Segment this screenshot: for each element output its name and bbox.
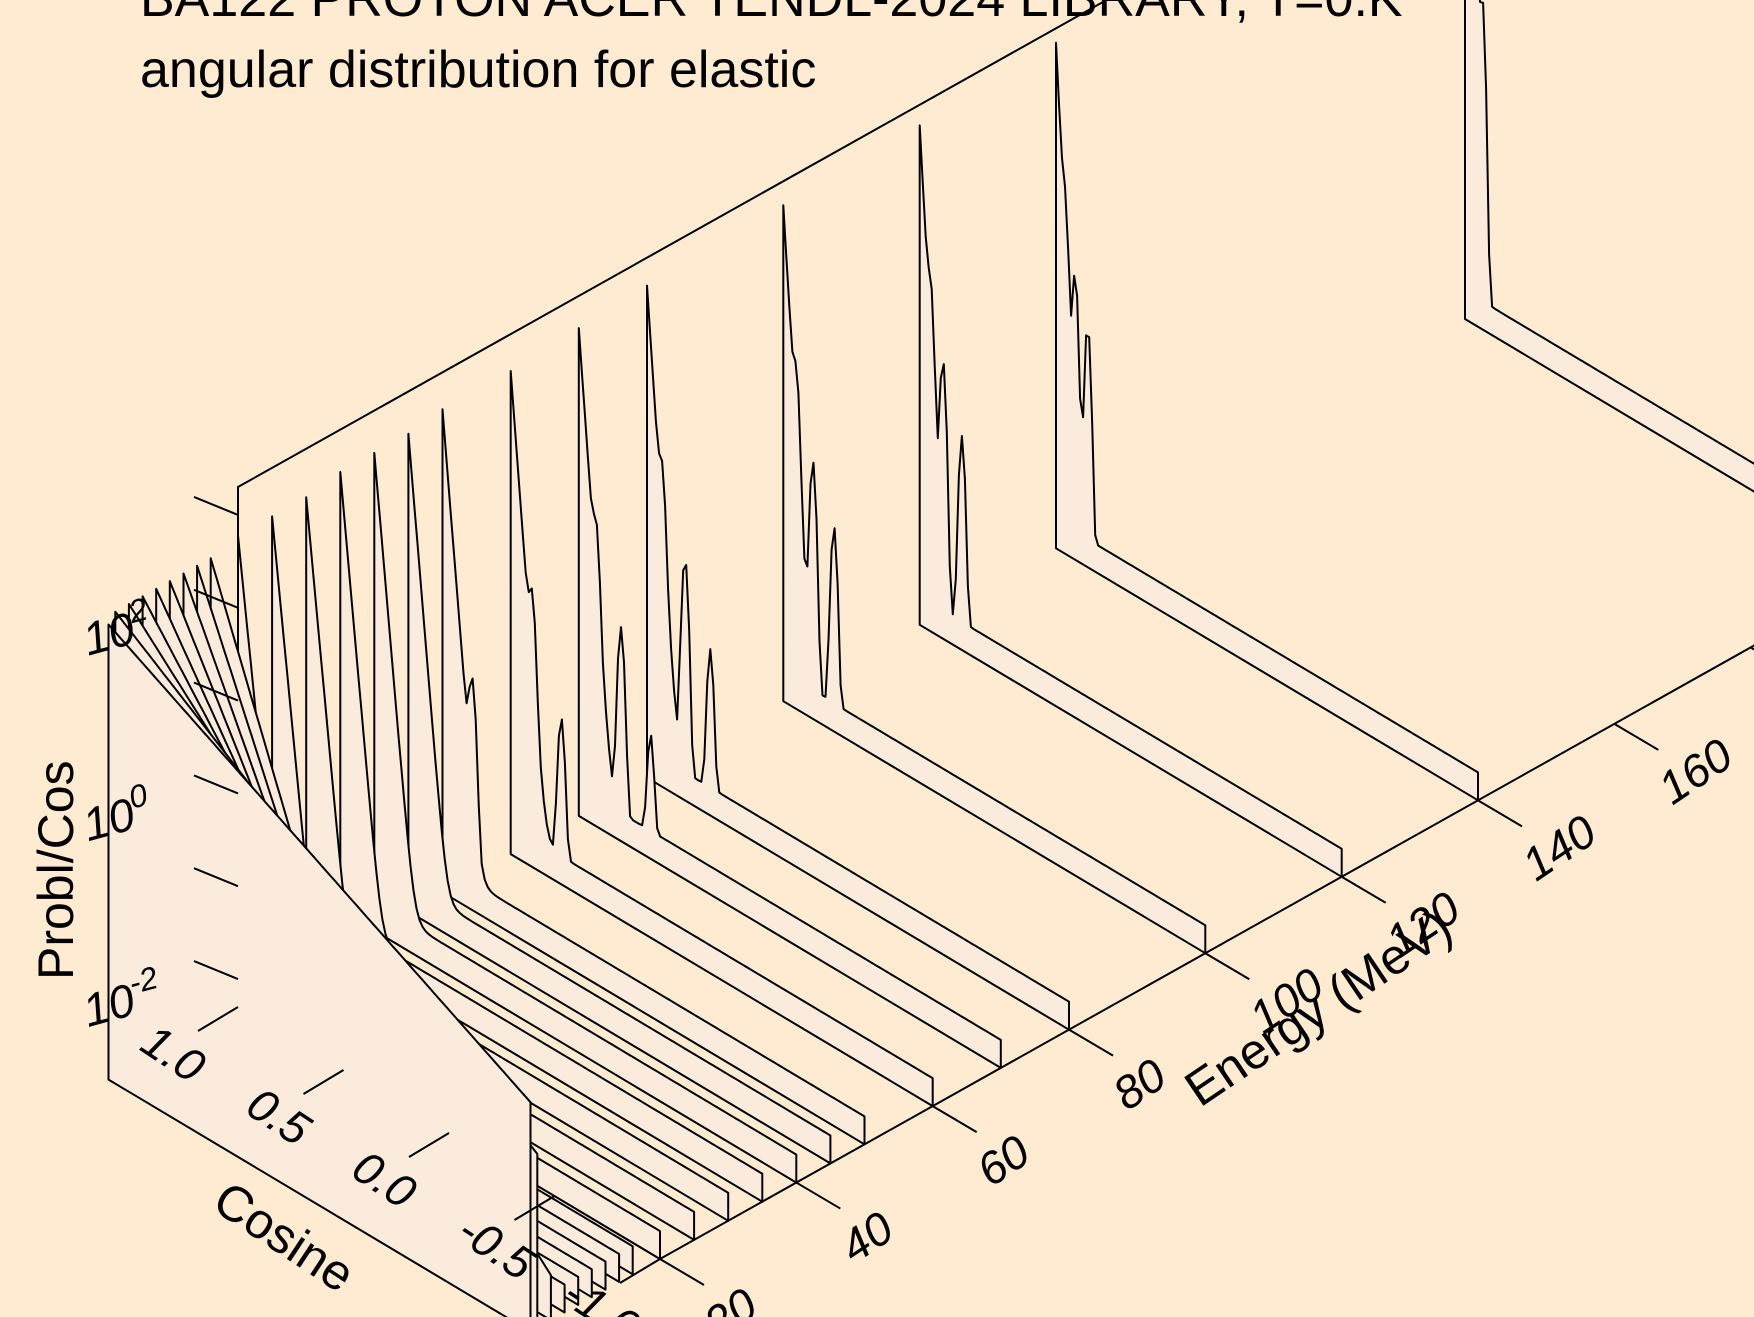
series-curve-50 xyxy=(441,408,866,1146)
series-curve-100 xyxy=(782,204,1207,955)
y-tick-5 xyxy=(1341,875,1387,904)
x-tick-3 xyxy=(513,1195,556,1221)
y-tick-3 xyxy=(1068,1028,1114,1057)
y-axis-label: Energy (MeV) xyxy=(1175,898,1462,1117)
x-tick-1 xyxy=(302,1069,345,1095)
series-curve-45 xyxy=(407,432,832,1165)
y-tick-0 xyxy=(659,1258,705,1286)
series-curve-200 xyxy=(1464,0,1754,493)
z-tick-3 xyxy=(193,681,239,702)
y-tick-6 xyxy=(1477,799,1523,828)
chart-subtitle: angular distribution for elastic xyxy=(140,41,816,99)
z-tick-0 xyxy=(193,960,239,980)
y-tick-label-0: 20 xyxy=(694,1277,767,1317)
y-tick-label-7: 160 xyxy=(1649,728,1742,814)
series-curves xyxy=(107,0,1754,1317)
z-tick-5 xyxy=(193,496,239,516)
series-curve-140 xyxy=(1055,41,1479,802)
z-tick-2 xyxy=(193,774,239,795)
series-curve-80 xyxy=(646,284,1070,1031)
y-tick-label-3: 80 xyxy=(1104,1048,1176,1120)
z-axis-label: Probl/Cos xyxy=(28,760,84,980)
y-tick-4 xyxy=(1204,952,1250,981)
y-tick-label-6: 140 xyxy=(1513,804,1606,890)
x-tick-0 xyxy=(197,1006,239,1032)
y-tick-label-1: 40 xyxy=(831,1201,903,1273)
z-tick-1 xyxy=(193,867,239,888)
series-curve-60 xyxy=(509,370,934,1108)
y-tick-1 xyxy=(795,1181,841,1210)
series-curve-70 xyxy=(577,327,1002,1069)
series-curve-120 xyxy=(918,124,1343,878)
x-tick-4 xyxy=(619,1258,661,1284)
y-tick-7 xyxy=(1613,723,1659,751)
chart-title: BA122 PROTON ACER TENDL-2024 LIBRARY, T=… xyxy=(140,0,1403,28)
series-curve-1 xyxy=(107,623,532,1317)
y-tick-label-2: 60 xyxy=(967,1124,1039,1196)
z-tick-label-1: 100 xyxy=(75,776,157,851)
z-tick-4 xyxy=(193,588,239,609)
far-wall xyxy=(1465,0,1754,571)
z-tick-label-2: 10-2 xyxy=(75,959,167,1037)
series-curve-40 xyxy=(373,451,798,1184)
series-curve-35 xyxy=(339,471,764,1203)
z-tick-label-0: 102 xyxy=(75,591,157,666)
y-tick-2 xyxy=(932,1105,978,1133)
x-tick-2 xyxy=(408,1132,450,1158)
